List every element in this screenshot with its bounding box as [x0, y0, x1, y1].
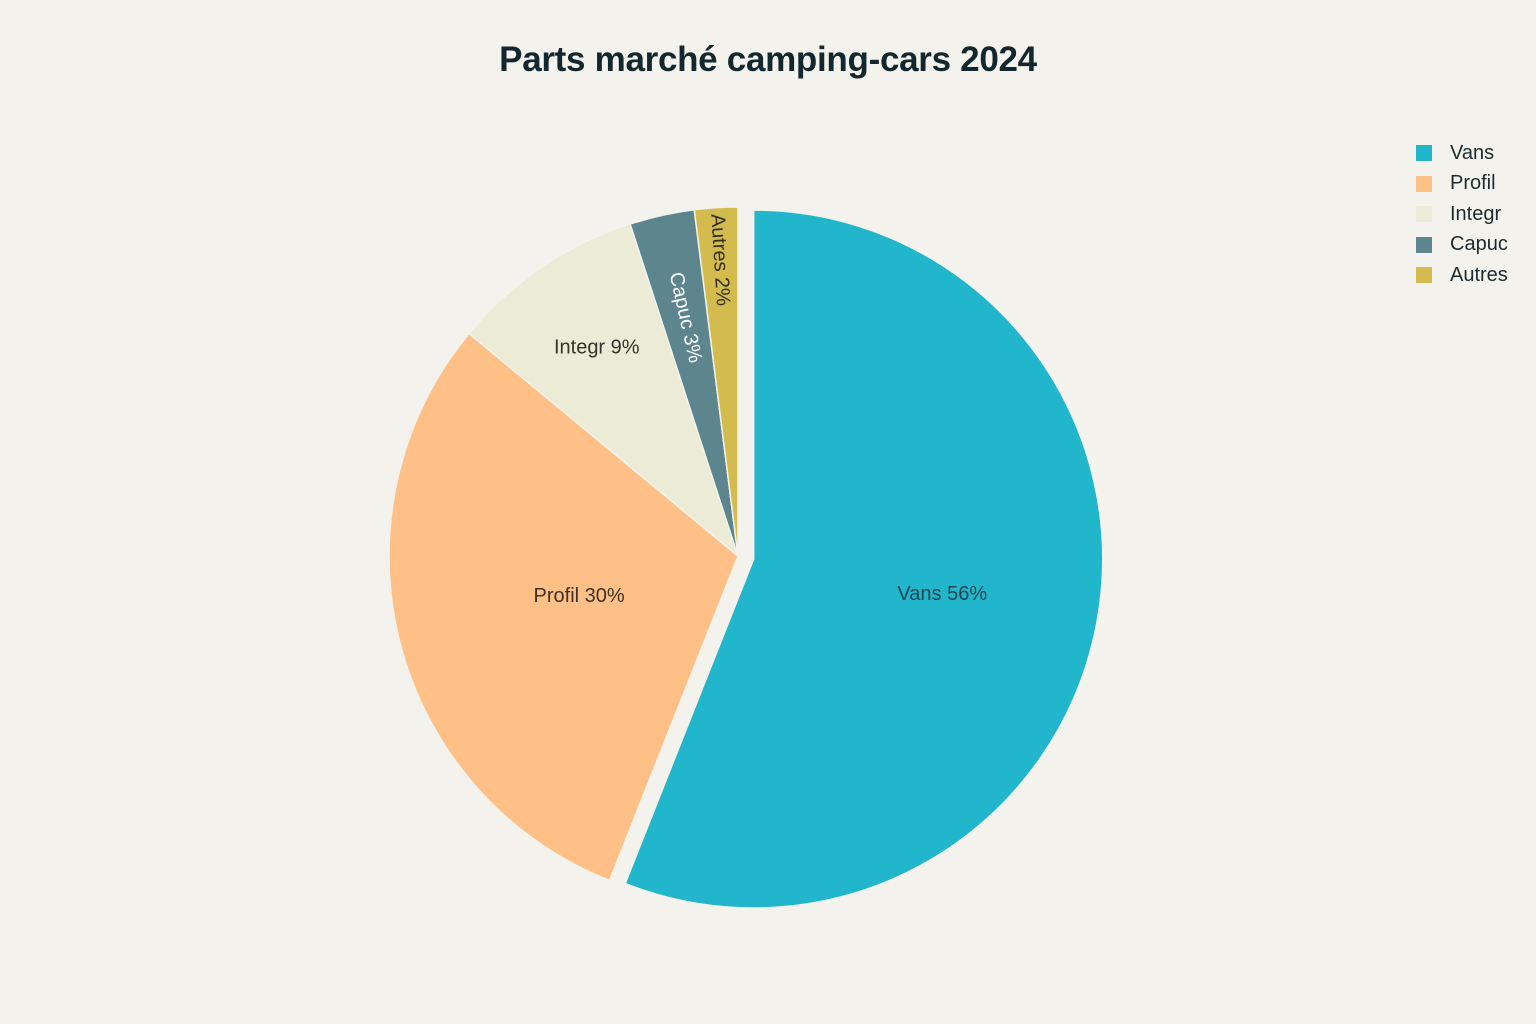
legend-item-autres[interactable]: Autres	[1416, 260, 1508, 291]
legend-swatch-autres	[1416, 267, 1432, 284]
legend-item-capuc[interactable]: Capuc	[1416, 230, 1508, 261]
legend-label: Capuc	[1450, 233, 1508, 256]
pie-slice-profil[interactable]	[388, 332, 739, 882]
pie-slice-integr[interactable]	[468, 223, 740, 559]
legend-swatch-capuc	[1416, 236, 1432, 253]
legend-item-vans[interactable]: Vans	[1416, 138, 1508, 169]
legend-label: Vans	[1450, 141, 1495, 164]
legend-swatch-vans	[1416, 145, 1432, 162]
legend-label: Integr	[1450, 202, 1502, 225]
legend-label: Autres	[1450, 263, 1508, 286]
chart-title: Parts marché camping-cars 2024	[499, 40, 1037, 79]
slice-label-vans: Vans 56%	[897, 583, 987, 605]
pie-slice-autres[interactable]	[693, 206, 739, 557]
legend-swatch-profil	[1416, 175, 1432, 192]
legend: Vans Profil Integr Capuc Autres	[1416, 138, 1508, 291]
slice-label-profil: Profil 30%	[534, 585, 625, 607]
slice-label-integr: Integr 9%	[554, 336, 640, 358]
legend-label: Profil	[1450, 172, 1496, 195]
legend-swatch-integr	[1416, 206, 1432, 223]
legend-item-profil[interactable]: Profil	[1416, 169, 1508, 200]
legend-item-integr[interactable]: Integr	[1416, 199, 1508, 230]
pie-slice-vans[interactable]	[624, 209, 1104, 909]
